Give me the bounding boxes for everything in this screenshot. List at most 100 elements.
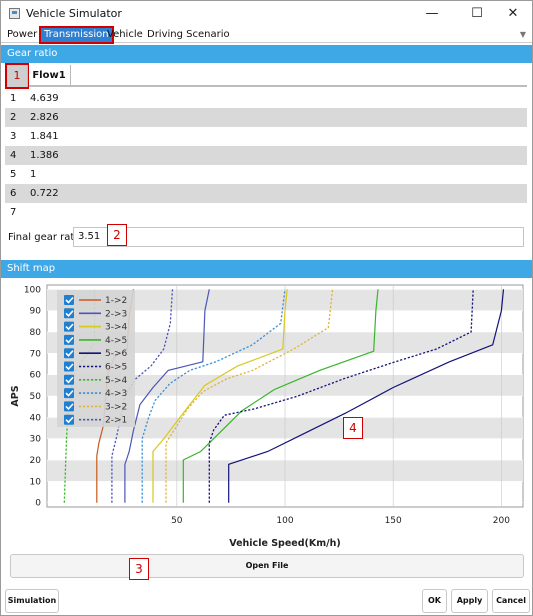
final-gear-ratio-input[interactable]: 3.51 (73, 227, 524, 247)
series-line-5 (228, 289, 505, 503)
gear-ratio-cell[interactable]: 1.841 (30, 131, 59, 142)
y-tick-label: 40 (30, 413, 42, 423)
row-index: 7 (10, 207, 17, 218)
window-title: Vehicle Simulator (26, 7, 122, 20)
check-icon (65, 403, 74, 411)
gear-ratio-cell[interactable]: 1 (30, 169, 37, 180)
y-axis-label: APS (10, 385, 21, 406)
table-row[interactable]: 7 (5, 203, 527, 222)
y-tick-label: 60 (30, 371, 42, 381)
callout-2: 2 (107, 224, 127, 246)
series-line-6 (208, 289, 474, 503)
legend-label: 4->5 (105, 336, 127, 346)
shift-map-chart-area: 1->2 2->3 3->4 4->5 5->6 6->5 5->4 4->3 3->2 2->1… (5, 281, 527, 551)
table-row[interactable]: 6 0.722 (5, 184, 527, 203)
row-index: 4 (10, 150, 17, 161)
gear-ratio-cell[interactable]: 1.386 (30, 150, 59, 161)
x-axis-label: Vehicle Speed(Km/h) (229, 538, 340, 549)
legend-checkbox[interactable] (64, 414, 74, 425)
app-icon (9, 8, 20, 19)
check-icon (65, 336, 74, 344)
menu-bar: Power Transmission Vehicle Driving Scena… (1, 26, 532, 44)
x-tick-label: 50 (171, 516, 183, 526)
cancel-button[interactable]: Cancel (492, 589, 530, 613)
legend-checkbox[interactable] (64, 348, 74, 359)
callout-3: 3 (129, 558, 149, 580)
check-icon (65, 363, 74, 371)
series-line-7 (63, 289, 96, 503)
row-index: 1 (10, 93, 17, 104)
y-tick-label: 30 (30, 435, 42, 445)
check-icon (65, 296, 74, 304)
y-tick-label: 10 (30, 477, 42, 487)
ok-button[interactable]: OK (422, 589, 447, 613)
legend-checkbox[interactable] (64, 334, 74, 345)
legend-label: 1->2 (105, 296, 127, 306)
series-line-9 (165, 289, 334, 503)
check-icon (65, 350, 74, 357)
legend-checkbox[interactable] (64, 361, 74, 372)
legend-label: 5->4 (105, 376, 128, 386)
table-row[interactable]: 1 4.639 (5, 89, 527, 108)
shift-map-header: Shift map (1, 260, 532, 278)
table-row[interactable]: 5 1 (5, 165, 527, 184)
callout-4: 4 (343, 417, 363, 439)
check-icon (65, 376, 74, 384)
legend-checkbox[interactable] (64, 374, 74, 385)
row-index: 2 (10, 112, 17, 123)
x-tick-label: 100 (276, 516, 293, 526)
legend-label: 2->1 (105, 416, 127, 426)
gear-ratio-header: Gear ratio (1, 45, 532, 63)
series-line-8 (141, 289, 286, 503)
shift-map-chart: 1->2 2->3 3->4 4->5 5->6 6->5 5->4 4->3 3->2 2->1… (10, 284, 524, 549)
simulation-button[interactable]: Simulation (5, 589, 59, 613)
tab-transmission[interactable]: Transmission (39, 26, 114, 44)
y-tick-label: 90 (30, 307, 42, 317)
minimize-button[interactable]: — (425, 6, 439, 21)
legend-label: 5->6 (105, 349, 128, 359)
check-icon (65, 323, 74, 331)
table-row[interactable]: 4 1.386 (5, 146, 527, 165)
row-index: 3 (10, 131, 17, 142)
y-tick-label: 20 (30, 456, 42, 466)
title-bar: Vehicle Simulator — ☐ ✕ (1, 1, 532, 27)
menu-overflow-icon[interactable]: ▼ (519, 30, 526, 39)
check-icon (65, 416, 74, 424)
series-line-3 (152, 289, 288, 503)
series-line-4 (182, 289, 379, 503)
maximize-button[interactable]: ☐ (471, 6, 483, 21)
apply-button[interactable]: Apply (451, 589, 488, 613)
table-corner-cell[interactable]: 1 (5, 63, 29, 89)
y-tick-label: 80 (30, 328, 42, 338)
y-tick-label: 0 (35, 499, 41, 509)
legend-checkbox[interactable] (64, 295, 74, 305)
check-icon (65, 390, 74, 397)
y-tick-label: 70 (30, 349, 42, 359)
series-line-2 (124, 289, 210, 503)
legend-label: 2->3 (105, 309, 127, 319)
gear-ratio-cell[interactable]: 0.722 (30, 188, 59, 199)
legend-checkbox[interactable] (64, 308, 74, 319)
legend-checkbox[interactable] (64, 388, 74, 399)
gear-ratio-cell[interactable]: 2.826 (30, 112, 59, 123)
legend-label: 3->4 (105, 323, 128, 333)
legend-checkbox[interactable] (64, 401, 74, 412)
open-file-button[interactable]: Open File (10, 554, 524, 578)
check-icon (65, 310, 74, 317)
table-row[interactable]: 3 1.841 (5, 127, 527, 146)
row-index: 5 (10, 169, 17, 180)
gear-ratio-cell[interactable]: 4.639 (30, 93, 59, 104)
legend-checkbox[interactable] (64, 321, 74, 332)
column-header-flow1[interactable]: Flow1 (27, 65, 71, 87)
tab-vehicle[interactable]: Vehicle (107, 29, 143, 40)
x-tick-label: 150 (385, 516, 402, 526)
close-button[interactable]: ✕ (507, 6, 519, 21)
table-header: 1 Flow1 (5, 63, 527, 89)
y-tick-label: 50 (30, 392, 42, 402)
x-tick-label: 200 (493, 516, 510, 526)
tab-driving-scenario[interactable]: Driving Scenario (147, 29, 230, 40)
table-row[interactable]: 2 2.826 (5, 108, 527, 127)
final-gear-ratio-label: Final gear ratio (8, 232, 84, 243)
tab-power[interactable]: Power (7, 29, 38, 40)
